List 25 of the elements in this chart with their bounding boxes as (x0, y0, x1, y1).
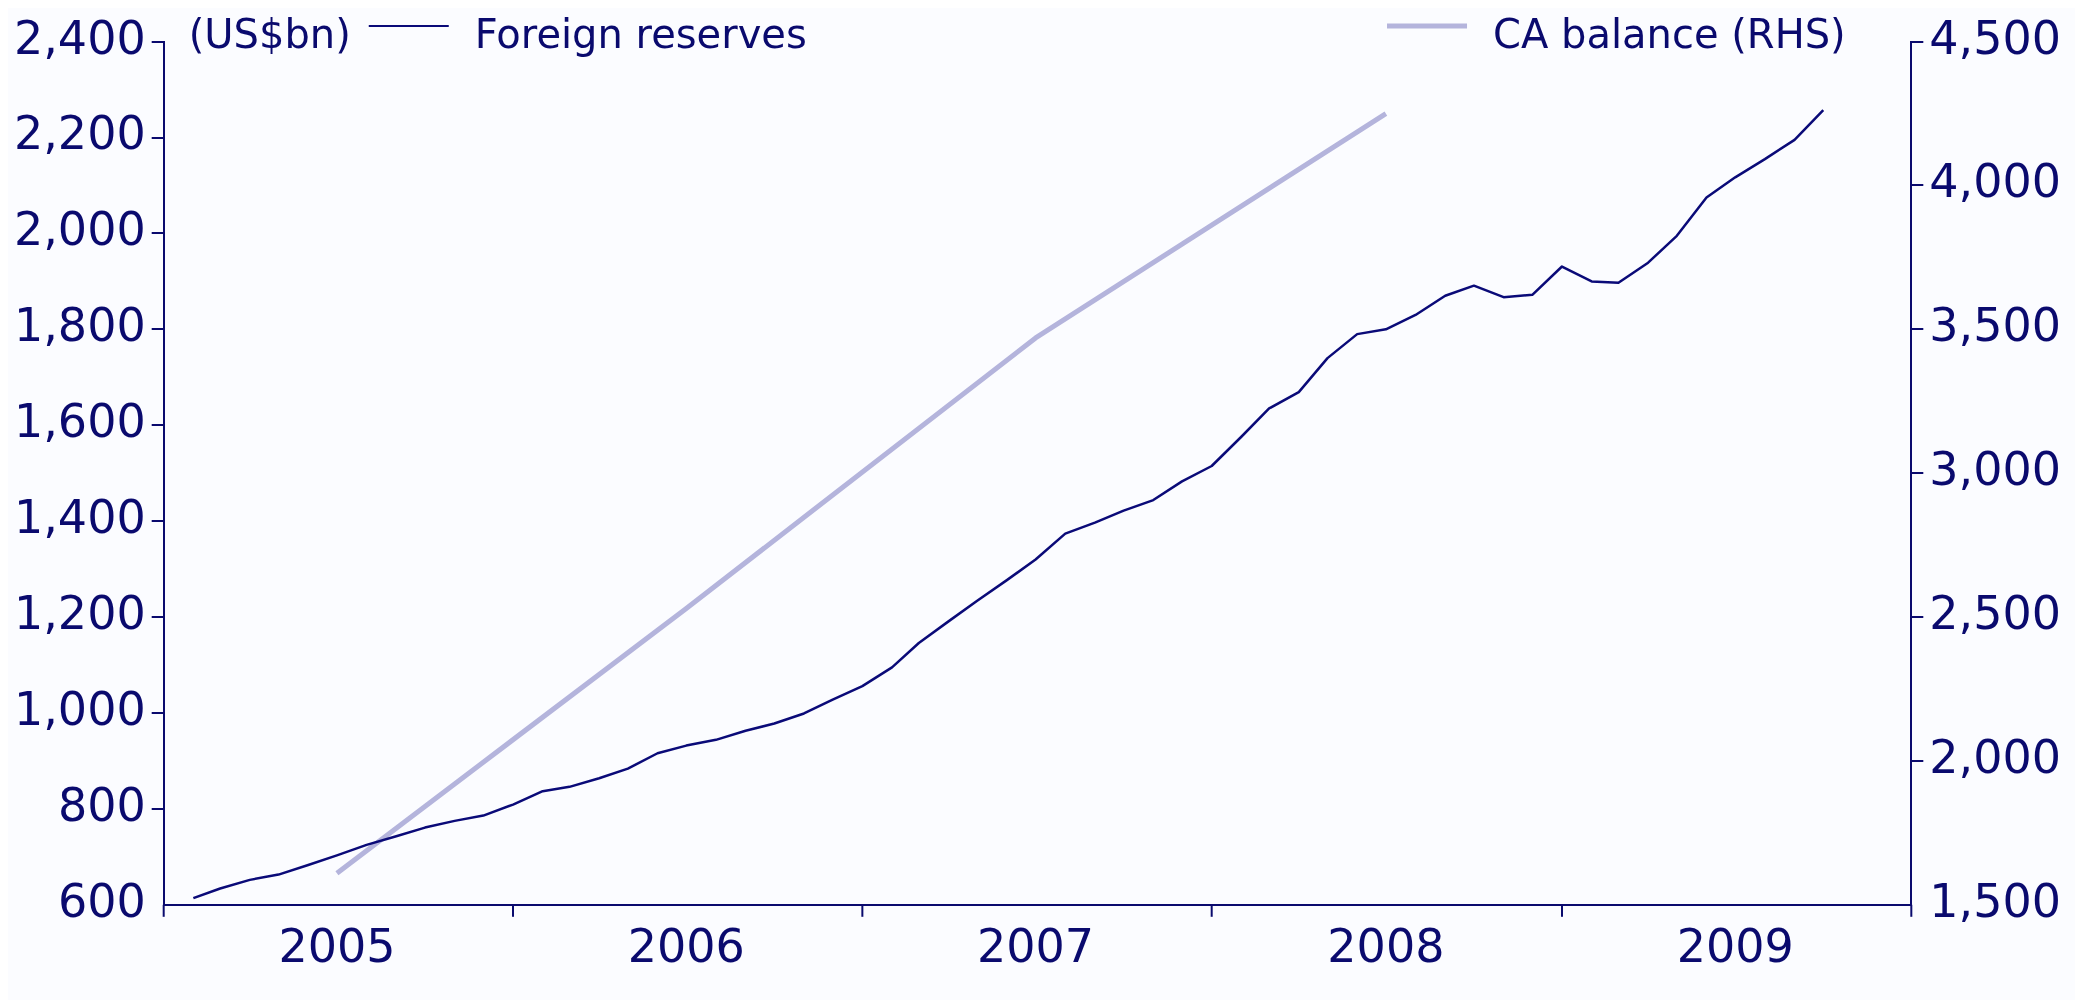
y-tick-label: 2,200 (13, 106, 146, 161)
y-tick-label: 1,000 (13, 681, 146, 736)
x-tick-label: 2009 (1676, 919, 1794, 974)
y2-tick-label: 3,000 (1929, 442, 2062, 497)
x-tick-label: 2008 (1327, 919, 1445, 974)
y-tick-label: 800 (57, 777, 146, 832)
y2-tick-label: 1,500 (1929, 873, 2062, 928)
legend-label: CA balance (RHS) (1493, 11, 1846, 58)
y-tick-label: 1,400 (13, 490, 146, 545)
y2-tick-label: 2,500 (1929, 586, 2062, 641)
y-tick-label: 1,200 (13, 586, 146, 641)
y-tick-label: 1,800 (13, 298, 146, 353)
y-tick-label: 2,000 (13, 202, 146, 257)
y2-tick-label: 3,500 (1929, 298, 2062, 353)
y2-tick-label: 4,000 (1929, 154, 2062, 209)
y-tick-label: 2,400 (13, 10, 146, 65)
y2-tick-label: 4,500 (1929, 10, 2062, 65)
x-tick-label: 2006 (627, 919, 745, 974)
y2-tick-label: 2,000 (1929, 729, 2062, 784)
y-tick-label: 600 (57, 873, 146, 928)
x-tick-label: 2007 (977, 919, 1095, 974)
x-tick-label: 2005 (278, 919, 396, 974)
legend-label: Foreign reserves (474, 11, 807, 58)
y-tick-label: 1,600 (13, 394, 146, 449)
y-axis-title: (US$bn) (188, 11, 351, 58)
